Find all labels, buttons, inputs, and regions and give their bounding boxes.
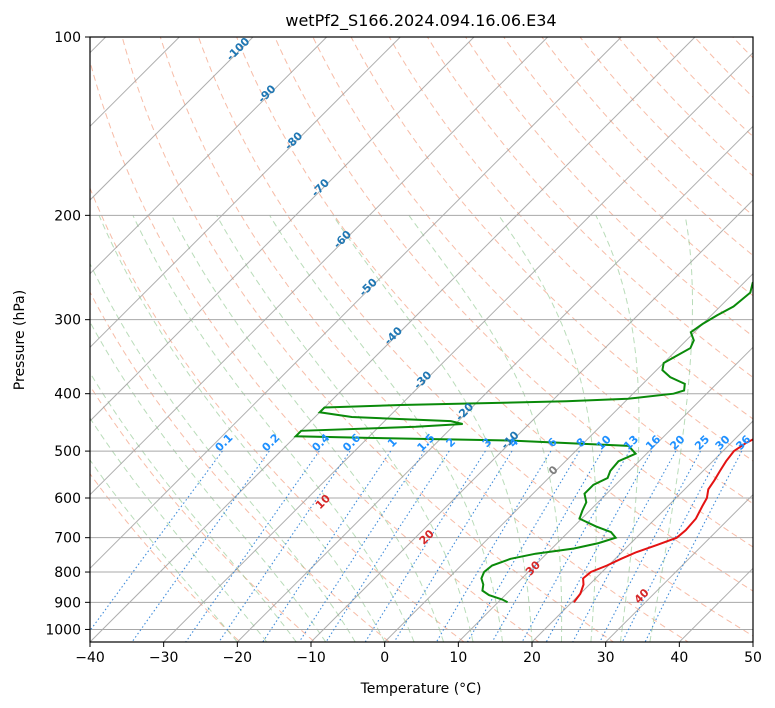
moist-adiabats-group: [90, 215, 693, 642]
dry-adiabat-line: [90, 472, 241, 642]
moist-adiabat-line: [90, 321, 327, 642]
moist-adiabat-line: [90, 371, 297, 642]
mixing-ratio-line: [185, 450, 320, 642]
moist-adiabat-line: [595, 215, 640, 642]
moist-adiabat-line: [649, 215, 693, 642]
isotherm-line: [90, 37, 622, 570]
y-tick-label: 600: [54, 491, 81, 507]
isotherm-line: [90, 37, 401, 349]
y-tick-label: 800: [54, 565, 81, 581]
dry-adiabat-line: [388, 37, 753, 420]
isotherm-line: [90, 37, 475, 422]
mixing-ratio-line: [521, 450, 630, 642]
dewpoint-profile-line: [293, 281, 753, 604]
isotherm-line: [605, 493, 753, 642]
isotherm-line: [90, 37, 549, 496]
mixing-ratio-line: [325, 450, 450, 642]
x-tick-label: 10: [449, 650, 467, 666]
dry-adiabat-line: [236, 37, 753, 592]
isotherms-group: [90, 37, 753, 642]
x-axis-ticks: −40 −30 −20 −10 0 10 20 30 40 50: [75, 642, 762, 666]
mixing-ratio-line: [262, 450, 392, 642]
dry-adiabat-line: [90, 384, 316, 642]
isotherm-line: [236, 125, 753, 642]
y-tick-label: 900: [54, 595, 81, 611]
x-tick-label: −10: [296, 650, 326, 666]
chart-title: wetPf2_S166.2024.094.16.06.E34: [285, 11, 556, 31]
y-tick-label: 1000: [45, 622, 81, 638]
temperature-profile-line: [573, 438, 753, 603]
y-tick-label: 700: [54, 531, 81, 547]
dry-adiabat-line: [312, 37, 753, 505]
y-axis-ticks: 100 200 300 400 500 600 700 800 900 1000: [45, 30, 90, 638]
dry-adiabat-line: [426, 37, 753, 379]
moist-adiabat-line: [98, 215, 386, 642]
x-tick-label: −40: [75, 650, 105, 666]
plot-area: -100-90-80-70-60-50-40-30-20-1000.1 0.2 0.…: [90, 37, 753, 642]
y-tick-label: 400: [54, 387, 81, 403]
moist-adiabat-line: [90, 262, 356, 642]
y-axis-label: Pressure (hPa): [12, 290, 28, 390]
isotherm-line: [90, 37, 696, 642]
isotherm-line: [310, 199, 753, 642]
moist-adiabat-line: [408, 215, 563, 642]
isotherm-line: [531, 420, 753, 642]
mixing-ratio-line: [298, 450, 425, 642]
y-tick-label: 200: [54, 208, 81, 224]
mixing-ratio-line: [131, 450, 270, 642]
dry-adiabat-line: [90, 59, 540, 642]
dry-adiabat-line: [90, 186, 465, 642]
moist-adiabat-line: [90, 417, 268, 642]
moist-adiabat-line: [498, 215, 597, 642]
dry-adiabat-line: [197, 37, 753, 637]
x-tick-label: −20: [223, 650, 253, 666]
mixing-ratio-line: [218, 450, 351, 642]
mixing-ratio-line: [466, 450, 580, 642]
plot-frame: [89, 36, 754, 643]
isotherm-line: [163, 51, 753, 642]
moist-adiabat-line: [216, 215, 474, 642]
moist-adiabat-line: [132, 215, 415, 642]
dry-adiabat-line: [274, 37, 753, 548]
mixing-ratio-line: [435, 450, 552, 642]
isobars-group: [90, 37, 753, 630]
isotherm-line: [90, 37, 328, 275]
x-tick-label: −30: [149, 650, 179, 666]
x-axis-label: Temperature (°C): [360, 681, 482, 697]
dry-adiabats-group: [90, 37, 753, 642]
mixing-ratio-line: [621, 450, 722, 642]
dry-adiabat-line: [121, 37, 615, 642]
x-tick-label: 50: [744, 650, 762, 666]
mixing-ratio-line: [599, 450, 701, 642]
moist-adiabat-line: [269, 215, 503, 642]
y-tick-label: 300: [54, 313, 81, 329]
moist-adiabat-line: [171, 215, 445, 642]
isotherm-line: [384, 272, 753, 642]
x-tick-label: 40: [670, 650, 688, 666]
x-tick-label: 30: [597, 650, 615, 666]
mixing-ratio-line: [644, 450, 743, 642]
y-tick-label: 500: [54, 444, 81, 460]
dry-adiabat-line: [350, 37, 753, 462]
moist-adiabat-line: [332, 215, 533, 642]
y-tick-label: 100: [54, 30, 81, 46]
dry-adiabat-line: [159, 37, 690, 642]
x-tick-label: 0: [380, 650, 389, 666]
isotherm-line: [90, 37, 254, 201]
profiles-group: [293, 281, 753, 604]
moist-adiabat-line: [90, 459, 238, 642]
mixing-ratio-lines-group: [90, 450, 743, 642]
isotherm-line: [457, 346, 753, 642]
x-tick-label: 20: [523, 650, 541, 666]
